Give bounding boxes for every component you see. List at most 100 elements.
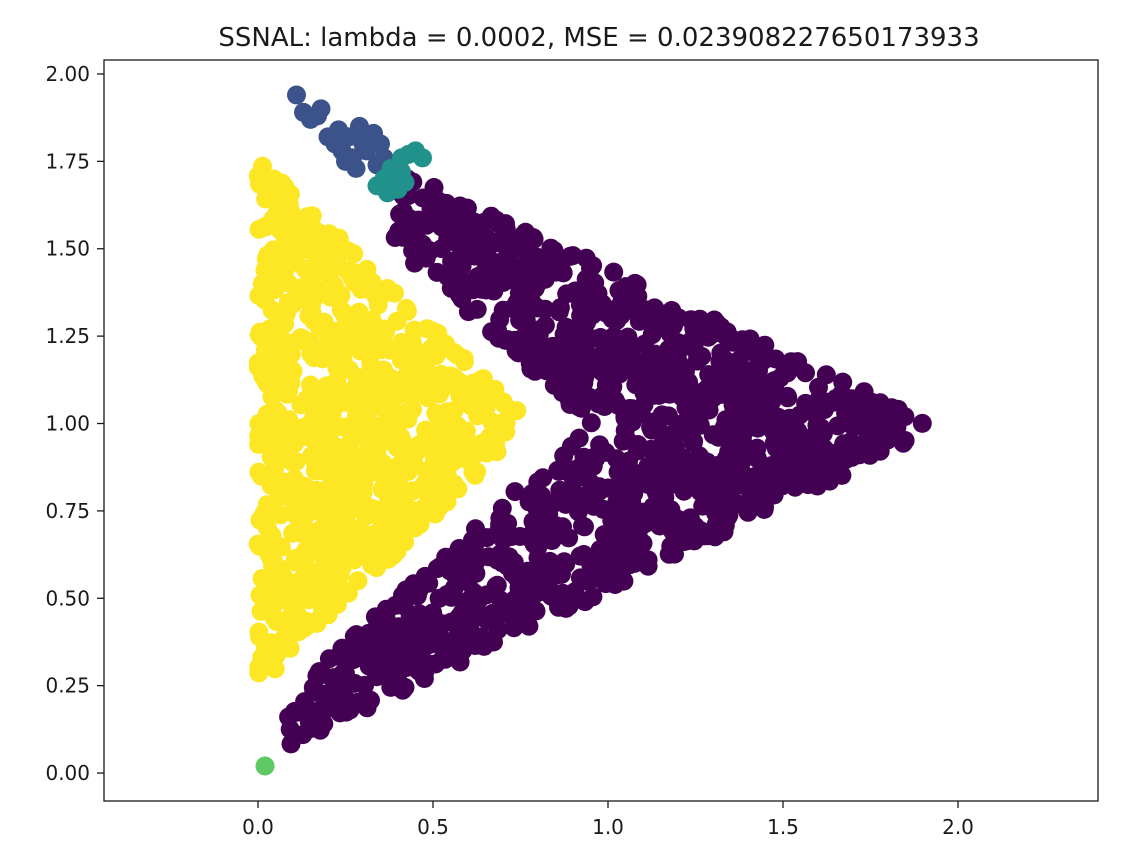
data-point [814, 392, 834, 412]
data-point [328, 437, 348, 457]
data-point [263, 440, 283, 460]
data-point [344, 637, 364, 657]
data-point [625, 302, 645, 322]
data-point [491, 422, 510, 442]
data-point [729, 426, 748, 446]
data-point [291, 395, 311, 415]
data-point [256, 217, 276, 237]
data-point [253, 156, 272, 176]
data-point [446, 552, 466, 572]
data-point [362, 316, 382, 336]
data-point [807, 415, 827, 435]
data-point [336, 151, 355, 171]
data-point [451, 216, 471, 236]
data-point [570, 568, 590, 588]
data-point [310, 720, 330, 740]
data-point [410, 514, 430, 534]
y-tick-label: 1.50 [45, 237, 90, 261]
data-point [860, 418, 880, 438]
data-point [334, 532, 353, 552]
x-tick-label: 1.5 [767, 815, 799, 839]
data-point [764, 485, 784, 505]
data-point [335, 688, 355, 707]
data-point [463, 462, 483, 482]
data-point [431, 364, 451, 384]
data-point [635, 379, 655, 399]
y-tick-label: 1.75 [45, 149, 90, 173]
data-point [833, 372, 853, 392]
data-point [356, 506, 376, 526]
data-point [311, 607, 331, 626]
data-point [419, 573, 439, 593]
data-point [618, 327, 638, 347]
data-point [344, 519, 364, 539]
data-point [249, 325, 269, 345]
data-point [295, 259, 315, 279]
data-point [422, 427, 442, 447]
data-point [371, 500, 391, 520]
data-point [754, 415, 774, 435]
data-point [370, 641, 390, 661]
data-point [714, 353, 734, 373]
data-point [790, 405, 809, 425]
data-point [256, 637, 276, 657]
data-point [693, 496, 713, 516]
data-point [276, 570, 296, 590]
data-point [669, 308, 689, 328]
data-point [325, 580, 345, 600]
data-point [257, 404, 277, 424]
data-point [321, 503, 341, 523]
data-point [332, 664, 352, 684]
data-point [413, 148, 432, 168]
data-point [267, 328, 287, 348]
series-0 [279, 169, 932, 754]
chart-title: SSNAL: lambda = 0.0002, MSE = 0.02390822… [218, 23, 979, 53]
data-point [260, 654, 280, 674]
data-point [642, 420, 662, 440]
data-point [528, 583, 548, 603]
data-point [751, 392, 771, 412]
data-point [774, 446, 794, 466]
data-point [590, 540, 610, 559]
data-point [521, 228, 540, 248]
data-point [615, 406, 635, 426]
data-point [812, 446, 832, 465]
data-point [738, 366, 758, 386]
data-point [560, 462, 580, 482]
data-point [364, 338, 384, 358]
data-point [292, 492, 312, 512]
data-point [357, 698, 377, 718]
data-point [249, 462, 269, 482]
plot-frame [103, 59, 1099, 802]
data-point [686, 452, 706, 472]
data-point [283, 294, 303, 314]
data-point [441, 587, 461, 607]
data-point [626, 472, 646, 492]
data-point [286, 552, 306, 572]
data-point [747, 448, 767, 468]
data-point [338, 241, 358, 261]
data-point [732, 330, 752, 350]
data-point [372, 479, 392, 499]
data-point [250, 585, 270, 605]
data-point [514, 256, 534, 276]
data-point [729, 462, 749, 481]
data-point [449, 235, 469, 254]
data-point [700, 464, 720, 484]
data-point [300, 211, 320, 231]
data-point [590, 435, 610, 455]
data-point [541, 238, 561, 258]
data-point [268, 375, 288, 395]
data-point [450, 372, 469, 392]
data-point [660, 384, 680, 404]
data-point [483, 603, 503, 623]
data-point [486, 576, 506, 596]
data-point [893, 433, 913, 453]
data-point [270, 201, 289, 221]
data-point [257, 495, 277, 515]
data-point [604, 262, 624, 282]
data-point [318, 261, 338, 280]
data-point [316, 319, 336, 339]
data-point [291, 570, 311, 590]
